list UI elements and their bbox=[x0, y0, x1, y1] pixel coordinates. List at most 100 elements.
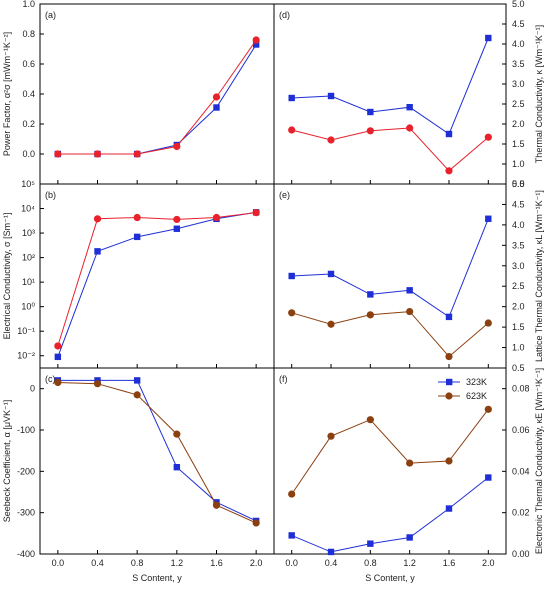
series-line bbox=[291, 408, 489, 495]
y-tick-label: 4.0 bbox=[512, 39, 525, 49]
y-tick-label: 0.02 bbox=[512, 508, 530, 518]
data-point bbox=[288, 272, 295, 280]
y-tick-label: 1.0 bbox=[512, 343, 525, 353]
series-line bbox=[291, 477, 489, 553]
x-tick-label: 1.6 bbox=[210, 558, 223, 568]
panel-frame bbox=[273, 367, 507, 555]
y-tick-label: -400 bbox=[17, 549, 35, 559]
data-point bbox=[484, 319, 492, 327]
data-point bbox=[212, 501, 221, 509]
y-axis-label: Seebeck Coefficient, α [μVK⁻¹] bbox=[2, 400, 12, 523]
data-point bbox=[406, 104, 413, 111]
y-axis-label: Thermal Conductivity, κ [Wm⁻¹K⁻¹] bbox=[534, 25, 544, 163]
y-tick-label: 0 bbox=[30, 384, 35, 394]
series-line bbox=[57, 39, 257, 155]
y-tick-label: 10⁵ bbox=[21, 179, 35, 189]
panel-frame bbox=[273, 183, 507, 369]
data-point bbox=[484, 405, 492, 413]
data-point bbox=[366, 311, 374, 319]
y-tick-label: 2.5 bbox=[512, 99, 525, 109]
data-point bbox=[133, 391, 141, 399]
data-point bbox=[212, 213, 221, 222]
series-line bbox=[291, 127, 489, 172]
data-point bbox=[93, 150, 102, 158]
panel-frame bbox=[39, 183, 275, 369]
x-tick-label: 0.0 bbox=[52, 558, 65, 568]
panel-b: (b) 10⁻² 10⁻¹ 10⁰ 10¹ 10² 10³ 10⁴ 10⁵ Electrical … bbox=[2, 179, 275, 369]
data-point bbox=[327, 270, 335, 278]
data-point bbox=[54, 150, 62, 158]
data-point bbox=[93, 380, 102, 388]
y-tick-label: 1.0 bbox=[512, 159, 525, 169]
series-line bbox=[57, 212, 257, 347]
series-line bbox=[57, 211, 257, 358]
panel-label: (d) bbox=[279, 10, 290, 20]
data-point bbox=[366, 416, 374, 424]
data-point bbox=[288, 126, 296, 134]
y-tick-label: 0.2 bbox=[22, 119, 35, 129]
y-tick-label: 1.0 bbox=[22, 0, 35, 9]
data-point bbox=[367, 291, 374, 298]
data-point bbox=[406, 459, 414, 467]
data-point bbox=[173, 464, 181, 471]
panel-f: (f) 0.00 0.02 0.04 0.06 0.08 0.0 0.4 0.8 1.2 1.6 2.… bbox=[273, 367, 544, 583]
data-point bbox=[406, 287, 413, 294]
legend: 323K 623K bbox=[438, 377, 487, 401]
x-tick-label: 2.0 bbox=[250, 558, 263, 568]
y-tick-label: 10⁰ bbox=[21, 302, 35, 312]
y-tick-label: 0.06 bbox=[512, 425, 530, 435]
data-point bbox=[93, 215, 102, 223]
series-line bbox=[291, 218, 489, 318]
data-point bbox=[173, 225, 181, 232]
data-point bbox=[54, 378, 62, 387]
x-tick-label: 0.8 bbox=[364, 558, 377, 568]
data-point bbox=[327, 92, 335, 100]
data-point bbox=[485, 474, 492, 481]
data-point bbox=[445, 313, 453, 321]
panel-label: (f) bbox=[279, 374, 288, 384]
data-point bbox=[252, 209, 260, 217]
data-point bbox=[445, 167, 453, 175]
x-tick-label: 0.4 bbox=[325, 558, 338, 568]
y-axis-label: Lattice Thermal Conductivity, κL [Wm⁻¹K⁻… bbox=[534, 190, 544, 362]
legend-marker bbox=[445, 392, 453, 400]
data-point bbox=[133, 377, 141, 384]
data-point bbox=[133, 213, 141, 222]
legend-entry: 323K bbox=[466, 377, 487, 387]
data-point bbox=[327, 432, 335, 440]
panel-label: (b) bbox=[45, 190, 56, 200]
data-point bbox=[367, 108, 374, 116]
data-point bbox=[327, 320, 335, 328]
data-point bbox=[406, 307, 414, 316]
y-tick-label: 0.04 bbox=[512, 466, 530, 476]
data-point bbox=[485, 34, 492, 42]
y-tick-label: 3.5 bbox=[512, 240, 525, 250]
data-point bbox=[213, 104, 220, 111]
y-tick-label: 0.0 bbox=[22, 149, 35, 159]
panel-label: (a) bbox=[45, 10, 56, 20]
y-axis-label: Electrical Conductivity, σ [Sm⁻¹] bbox=[2, 213, 12, 340]
data-point bbox=[133, 233, 141, 241]
y-tick-label: 0.08 bbox=[512, 384, 530, 394]
y-tick-label: 10¹ bbox=[22, 277, 35, 287]
data-point bbox=[173, 215, 181, 224]
legend-entry: 623K bbox=[466, 391, 487, 401]
data-point bbox=[252, 41, 260, 48]
x-axis-label: S Content, y bbox=[365, 573, 415, 583]
data-point bbox=[252, 519, 260, 527]
y-tick-label: 5.0 bbox=[512, 179, 525, 189]
data-point bbox=[367, 540, 374, 547]
data-point bbox=[445, 352, 453, 361]
y-tick-label: 0.4 bbox=[22, 89, 35, 99]
series-line bbox=[57, 44, 257, 155]
y-tick-label: 10⁻² bbox=[17, 351, 35, 361]
legend-marker bbox=[446, 378, 453, 386]
panel-label: (e) bbox=[279, 190, 290, 200]
y-tick-label: 4.5 bbox=[512, 19, 525, 29]
y-tick-label: -100 bbox=[17, 425, 35, 435]
data-point bbox=[366, 127, 374, 135]
panel-e: (e) 0.5 1.0 1.5 2.0 2.5 3.0 3.5 4.0 4.5 5.0 Lattice… bbox=[273, 179, 544, 373]
y-tick-label: 3.0 bbox=[512, 261, 525, 271]
data-point bbox=[288, 532, 295, 539]
